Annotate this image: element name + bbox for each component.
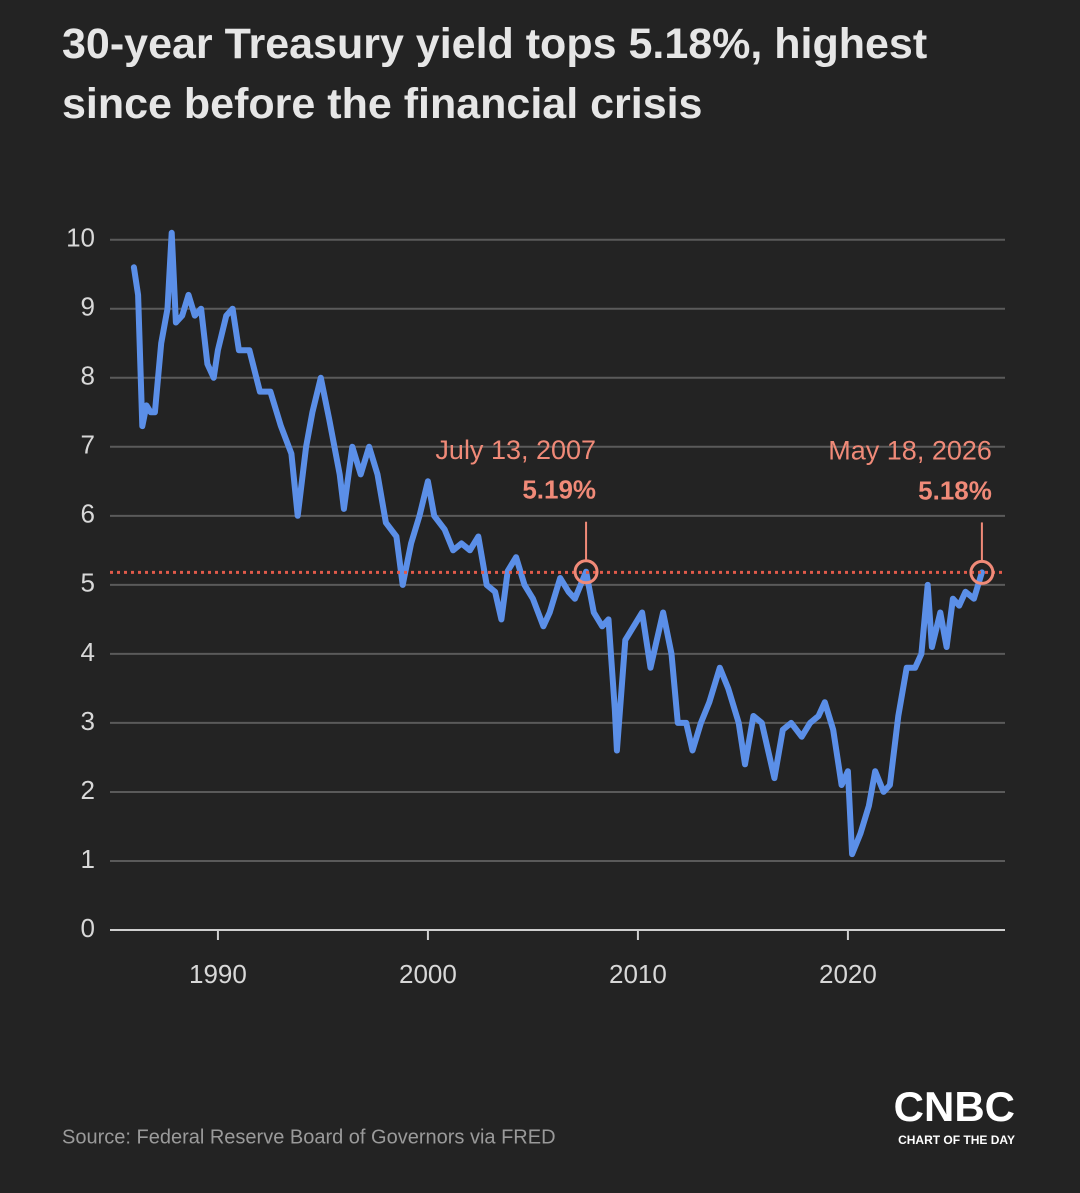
y-tick-label: 4 [81, 637, 95, 667]
annotation-marker [969, 559, 995, 585]
y-tick-label: 9 [81, 292, 95, 322]
y-tick-label: 1 [81, 844, 95, 874]
annotation-date: May 18, 2026 [828, 436, 992, 466]
y-tick-label: 8 [81, 361, 95, 391]
yield-line [130, 229, 985, 858]
brand-sub: CHART OF THE DAY [898, 1133, 1015, 1147]
chart-title: 30-year Treasury yield tops 5.18%, highe… [62, 20, 928, 128]
annotation-value: 5.19% [522, 475, 596, 505]
y-tick-label: 0 [81, 913, 95, 943]
y-tick-label: 5 [81, 568, 95, 598]
y-tick-label: 10 [66, 223, 95, 253]
x-tick-label: 2000 [399, 959, 457, 989]
y-tick-label: 7 [81, 430, 95, 460]
x-tick-label: 1990 [189, 959, 247, 989]
x-tick-label: 2010 [609, 959, 667, 989]
y-tick-label: 3 [81, 706, 95, 736]
annotation-value: 5.18% [918, 475, 992, 505]
y-tick-label: 2 [81, 775, 95, 805]
annotation-date: July 13, 2007 [435, 435, 596, 465]
brand: CNBC [894, 1083, 1015, 1130]
x-tick-label: 2020 [819, 959, 877, 989]
y-tick-label: 6 [81, 499, 95, 529]
annotation-marker [573, 559, 599, 585]
source: Source: Federal Reserve Board of Governo… [62, 1126, 556, 1148]
